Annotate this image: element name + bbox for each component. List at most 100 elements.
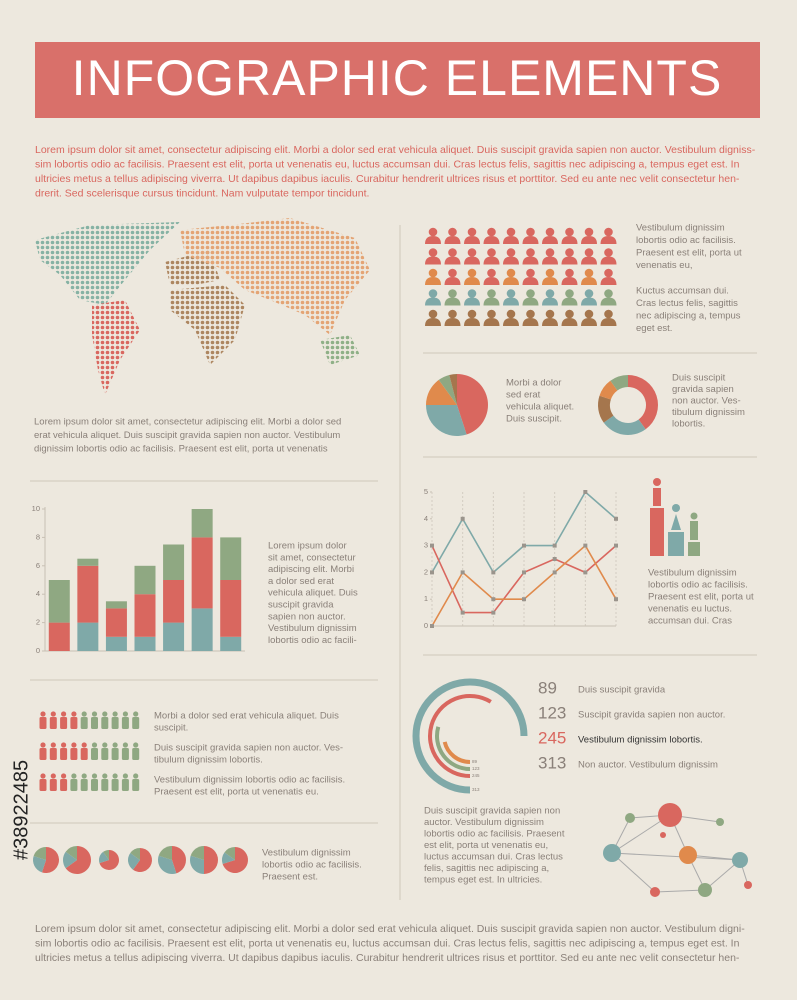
person-icon bbox=[448, 248, 457, 257]
pie-slice bbox=[132, 848, 153, 873]
text-line: dignissim lobortis odio ac facilisis. Pr… bbox=[34, 444, 328, 455]
person-icon bbox=[604, 289, 613, 298]
bar-segment bbox=[77, 558, 99, 566]
text-line: est elit, porta ut venenatis eu, bbox=[424, 840, 548, 851]
y-tick-label: 8 bbox=[36, 532, 40, 541]
pie-slice bbox=[158, 846, 172, 860]
pie-slice bbox=[426, 379, 457, 405]
pie-slice bbox=[62, 851, 77, 869]
person-icon bbox=[464, 277, 480, 285]
person-icon bbox=[80, 748, 88, 760]
person-icon bbox=[565, 227, 574, 237]
person-icon bbox=[102, 773, 108, 779]
y-tick-label: 5 bbox=[424, 487, 428, 496]
person-icon bbox=[428, 248, 438, 257]
pie-slice bbox=[610, 375, 628, 391]
person-icon bbox=[565, 289, 574, 298]
pie-slice bbox=[99, 851, 109, 864]
person-icon bbox=[111, 717, 119, 729]
person-icon bbox=[545, 268, 555, 278]
text-line: Cras lectus felis, sagittis bbox=[636, 298, 738, 309]
text-line: gravida sapien bbox=[672, 384, 734, 395]
person-icon bbox=[584, 227, 594, 237]
text-line: tempus eget est. In ultricies. bbox=[424, 875, 542, 886]
person-icon bbox=[561, 256, 578, 265]
person-icon bbox=[81, 773, 87, 779]
text-line: venenatis eu luctus. bbox=[648, 604, 732, 615]
person-icon bbox=[101, 748, 109, 760]
text-line: felis, sagittis nec adipiscing a, bbox=[424, 863, 549, 874]
person-icon bbox=[467, 268, 477, 278]
person-icon bbox=[91, 742, 98, 748]
bar-segment bbox=[220, 537, 242, 580]
person-icon bbox=[50, 711, 56, 717]
person-icon bbox=[565, 268, 574, 278]
person-icon bbox=[600, 236, 617, 244]
person-icon bbox=[91, 717, 98, 729]
person-icon bbox=[487, 289, 496, 298]
person-icon bbox=[542, 236, 558, 244]
person-icon bbox=[70, 717, 78, 729]
person-icon bbox=[522, 297, 539, 306]
person-icon bbox=[133, 742, 139, 748]
person-icon bbox=[584, 309, 594, 319]
person-icon bbox=[425, 297, 441, 306]
person-icon bbox=[444, 256, 461, 265]
person-icon bbox=[71, 711, 77, 717]
person-icon bbox=[467, 248, 477, 257]
pie-slice bbox=[99, 850, 120, 870]
bar-segment bbox=[105, 601, 127, 609]
network-diagram bbox=[603, 803, 752, 897]
radial-tick-label: 123 bbox=[472, 766, 480, 771]
point bbox=[491, 570, 496, 575]
podium-icon bbox=[650, 478, 700, 556]
y-tick-label: 10 bbox=[32, 504, 40, 513]
person-icon bbox=[487, 268, 496, 278]
person-icon bbox=[506, 248, 516, 257]
person-icon bbox=[112, 773, 118, 779]
text-line: Praesent est elit, porta ut venenatis eu… bbox=[154, 787, 319, 798]
y-tick-label: 4 bbox=[424, 514, 428, 523]
person-icon bbox=[526, 268, 535, 278]
bar-segment bbox=[105, 636, 127, 651]
point bbox=[430, 543, 434, 548]
person-icon bbox=[526, 289, 535, 298]
person-icon bbox=[506, 309, 516, 319]
bar-segment bbox=[105, 608, 127, 637]
person-icon bbox=[425, 236, 441, 244]
text-line: suscipit gravida bbox=[268, 600, 334, 611]
person-icon bbox=[112, 711, 118, 717]
bar-segment bbox=[134, 565, 156, 595]
text-line: ultricies metus a tellus adipiscing vive… bbox=[35, 952, 740, 964]
point bbox=[552, 570, 557, 575]
pie-slice bbox=[158, 855, 177, 875]
pie-slice bbox=[33, 855, 46, 873]
person-icon bbox=[522, 256, 539, 265]
person-icon bbox=[581, 318, 597, 326]
person-icon bbox=[70, 748, 78, 760]
bar-segment bbox=[163, 544, 185, 580]
person-icon bbox=[121, 779, 129, 791]
person-icon bbox=[604, 268, 613, 278]
person-icon bbox=[464, 318, 480, 326]
point bbox=[522, 570, 526, 575]
person-icon bbox=[561, 318, 578, 326]
radial-tick-label: 89 bbox=[472, 759, 478, 764]
text-line: vehicula aliquet. Duis bbox=[268, 588, 358, 599]
pie-slice bbox=[190, 846, 204, 860]
bar-segment bbox=[77, 565, 99, 623]
text-line: a dolor sed erat bbox=[268, 576, 334, 587]
text-line: erat vehicula aliquet. Duis suscipit gra… bbox=[34, 430, 340, 441]
legend-label: Duis suscipit gravida bbox=[578, 685, 666, 696]
text-line: nec adipiscing a, tempus bbox=[636, 311, 741, 322]
person-icon bbox=[522, 318, 539, 326]
person-icon bbox=[121, 717, 129, 729]
person-icon bbox=[428, 289, 438, 298]
bar-segment bbox=[48, 580, 70, 623]
text-line: luctus accumsan dui. Cras lectus bbox=[424, 852, 563, 863]
bar-segment bbox=[163, 622, 185, 651]
person-icon bbox=[581, 236, 597, 244]
person-icon bbox=[60, 779, 68, 791]
text-line: Duis suscipit gravida sapien non auctor.… bbox=[154, 743, 343, 754]
person-icon bbox=[467, 289, 477, 298]
